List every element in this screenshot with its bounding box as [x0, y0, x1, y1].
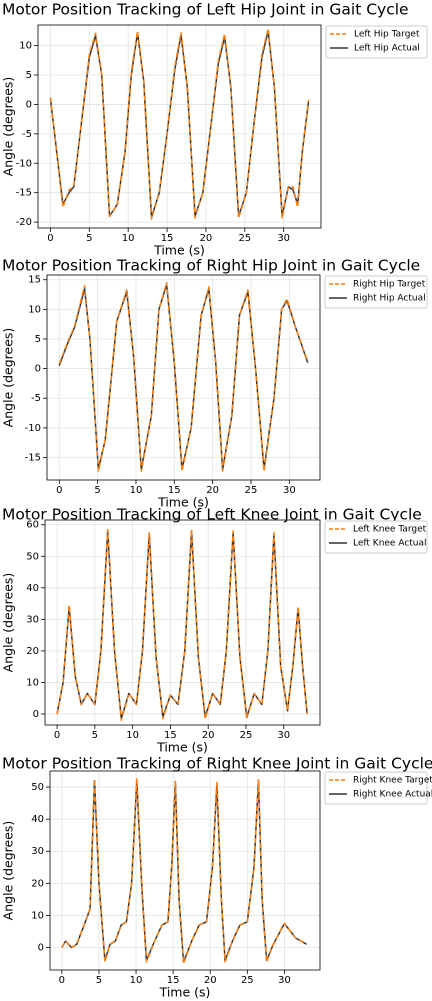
x-tick-label: 15 — [168, 485, 181, 496]
x-axis-label: Time (s) — [157, 495, 209, 510]
x-tick-label: 30 — [283, 485, 296, 496]
x-tick-label: 20 — [206, 485, 219, 496]
legend-label: Right Knee Actual — [353, 790, 432, 800]
y-tick-label: 50 — [31, 782, 44, 793]
x-tick-label: 0 — [56, 485, 62, 496]
y-axis-label: Angle (degrees) — [1, 77, 16, 177]
x-tick-label: 25 — [245, 485, 258, 496]
y-tick-label: 10 — [19, 41, 32, 52]
y-tick-label: 5 — [26, 70, 32, 81]
plot-frame — [46, 274, 321, 481]
y-tick-label: 0 — [26, 99, 32, 110]
x-tick-label: 0 — [59, 975, 65, 986]
x-tick-label: 0 — [54, 730, 60, 741]
y-tick-label: 15 — [28, 275, 41, 286]
y-axis-label: Angle (degrees) — [1, 573, 16, 673]
y-tick-label: 0 — [35, 364, 41, 375]
x-tick-label: 30 — [278, 975, 291, 986]
legend-label: Left Hip Target — [354, 30, 420, 40]
x-tick-label: 15 — [161, 233, 174, 244]
x-tick-label: 30 — [277, 730, 290, 741]
legend-label: Left Knee Actual — [353, 539, 427, 549]
series-line — [49, 27, 310, 220]
y-tick-label: 10 — [31, 910, 44, 921]
y-tick-label: 30 — [31, 846, 44, 857]
x-tick-label: 20 — [204, 975, 217, 986]
legend-label: Left Knee Target — [353, 525, 427, 535]
plot-frame — [44, 519, 321, 726]
x-axis-label: Time (s) — [156, 740, 208, 755]
legend-label: Left Hip Actual — [354, 44, 420, 54]
y-tick-label: -20 — [16, 217, 32, 228]
x-tick-label: 10 — [126, 730, 139, 741]
plot-frame — [49, 770, 321, 971]
series-line — [58, 281, 309, 472]
y-tick-label: 10 — [28, 304, 41, 315]
legend-box — [324, 275, 428, 309]
series-line — [61, 778, 308, 965]
y-tick-label: 40 — [31, 814, 44, 825]
x-tick-label: 25 — [238, 233, 251, 244]
chart-title: Motor Position Tracking of Right Hip Joi… — [2, 257, 420, 275]
x-tick-label: 20 — [202, 730, 215, 741]
y-tick-label: 20 — [31, 878, 44, 889]
x-tick-label: 5 — [96, 975, 102, 986]
legend-label: Right Knee Target — [353, 776, 432, 786]
y-tick-label: -10 — [16, 158, 32, 169]
x-tick-label: 15 — [167, 975, 180, 986]
y-tick-label: -10 — [25, 423, 41, 434]
plot-frame — [37, 24, 322, 229]
x-tick-label: 10 — [122, 233, 135, 244]
y-tick-label: -5 — [22, 129, 32, 140]
x-tick-label: 15 — [164, 730, 177, 741]
x-tick-label: 0 — [47, 233, 53, 244]
x-tick-label: 5 — [86, 233, 92, 244]
legend-box — [324, 771, 428, 805]
x-tick-label: 20 — [200, 233, 213, 244]
y-tick-label: -15 — [25, 452, 41, 463]
chart-title: Motor Position Tracking of Right Knee Jo… — [2, 755, 432, 773]
y-tick-label: -5 — [31, 393, 41, 404]
x-tick-label: 30 — [277, 233, 290, 244]
y-tick-label: 50 — [26, 551, 39, 562]
legend-box — [324, 520, 428, 554]
y-tick-label: 20 — [26, 646, 39, 657]
y-tick-label: 60 — [26, 520, 39, 531]
y-tick-label: -15 — [16, 188, 32, 199]
y-tick-label: 10 — [26, 677, 39, 688]
y-tick-label: 40 — [26, 583, 39, 594]
series-line — [58, 283, 309, 471]
x-tick-label: 25 — [241, 975, 254, 986]
series-line — [56, 528, 308, 722]
x-tick-label: 10 — [130, 485, 143, 496]
x-tick-label: 25 — [240, 730, 253, 741]
legend-label: Right Hip Target — [353, 280, 426, 290]
y-tick-label: 5 — [35, 334, 41, 345]
x-tick-label: 10 — [130, 975, 143, 986]
x-axis-label: Time (s) — [153, 243, 205, 258]
x-tick-label: 5 — [92, 730, 98, 741]
y-tick-label: 0 — [38, 943, 44, 954]
chart-title: Motor Position Tracking of Left Knee Joi… — [2, 506, 422, 524]
chart-title: Motor Position Tracking of Left Hip Join… — [2, 1, 409, 19]
y-tick-label: 0 — [33, 709, 39, 720]
y-tick-label: 30 — [26, 614, 39, 625]
y-axis-label: Angle (degrees) — [1, 328, 16, 428]
legend-label: Right Hip Actual — [353, 294, 426, 304]
x-tick-label: 5 — [94, 485, 100, 496]
y-axis-label: Angle (degrees) — [1, 821, 16, 921]
legend-box — [325, 25, 428, 59]
x-axis-label: Time (s) — [159, 985, 211, 1000]
